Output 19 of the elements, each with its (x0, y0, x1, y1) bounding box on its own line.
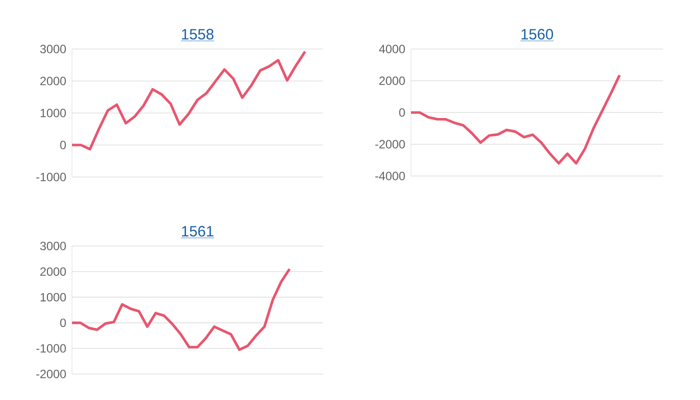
y-tick-label: 0 (60, 318, 66, 328)
chart-title: 1558 (182, 28, 214, 40)
y-tick-label: -2000 (375, 140, 405, 148)
y-tick-label: 2000 (379, 76, 405, 85)
y-tick-label: 3000 (40, 242, 66, 250)
chart-title: 1560 (522, 28, 554, 40)
y-tick-label: -4000 (375, 172, 405, 180)
y-tick-label: -2000 (36, 370, 66, 378)
y-tick-label: 2000 (40, 267, 66, 276)
chart-title: 1561 (182, 226, 214, 237)
y-tick-label: 2000 (40, 76, 66, 86)
y-tick-label: 1000 (40, 292, 66, 302)
y-tick-label: 1000 (40, 108, 66, 118)
y-tick-label: -1000 (36, 172, 66, 182)
y-tick-label: 0 (60, 140, 66, 150)
y-tick-label: 3000 (40, 44, 66, 54)
y-tick-label: -1000 (36, 344, 66, 353)
y-tick-label: 0 (399, 108, 405, 117)
y-tick-label: 4000 (379, 44, 405, 54)
